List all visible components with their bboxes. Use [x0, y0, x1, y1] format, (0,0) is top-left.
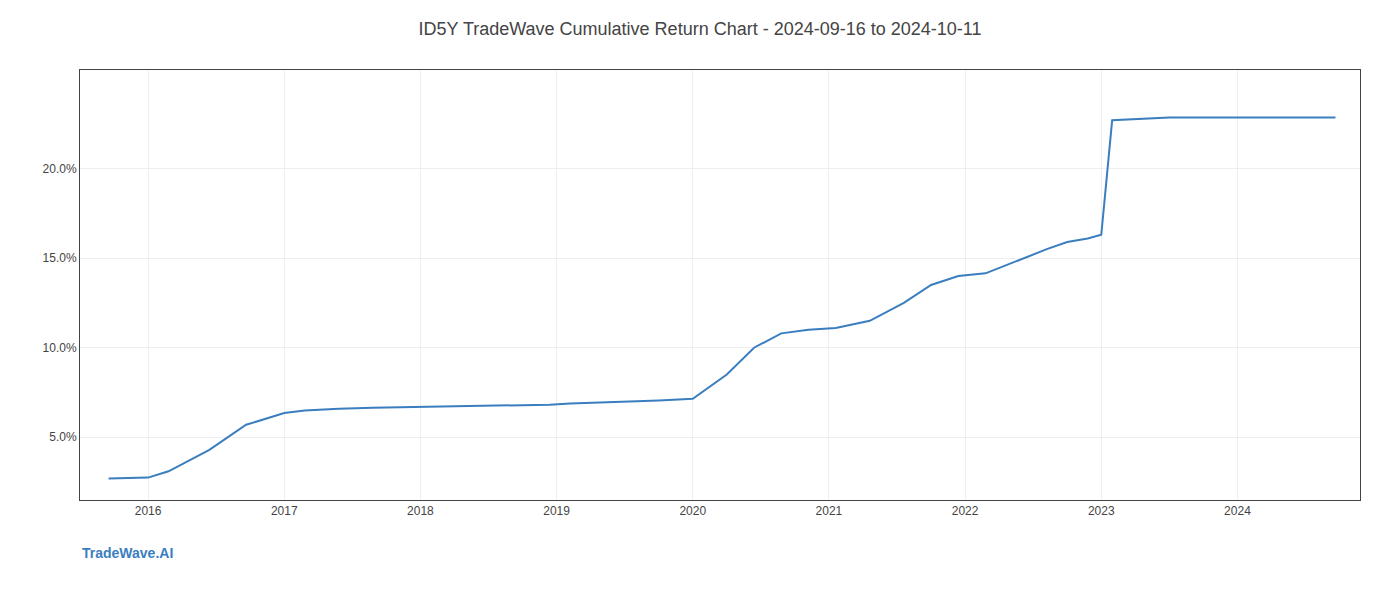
- svg-text:15.0%: 15.0%: [43, 251, 77, 265]
- svg-text:5.0%: 5.0%: [49, 430, 77, 444]
- svg-text:2018: 2018: [407, 504, 434, 518]
- svg-text:2020: 2020: [679, 504, 706, 518]
- svg-text:20.0%: 20.0%: [43, 162, 77, 176]
- svg-text:2016: 2016: [135, 504, 162, 518]
- svg-text:TradeWave.AI: TradeWave.AI: [82, 545, 173, 561]
- svg-text:2021: 2021: [816, 504, 843, 518]
- svg-text:2024: 2024: [1224, 504, 1251, 518]
- svg-text:2019: 2019: [543, 504, 570, 518]
- svg-text:ID5Y TradeWave Cumulative Retu: ID5Y TradeWave Cumulative Return Chart -…: [419, 19, 982, 39]
- svg-text:10.0%: 10.0%: [43, 341, 77, 355]
- svg-text:2017: 2017: [271, 504, 298, 518]
- svg-text:2022: 2022: [952, 504, 979, 518]
- svg-text:2023: 2023: [1088, 504, 1115, 518]
